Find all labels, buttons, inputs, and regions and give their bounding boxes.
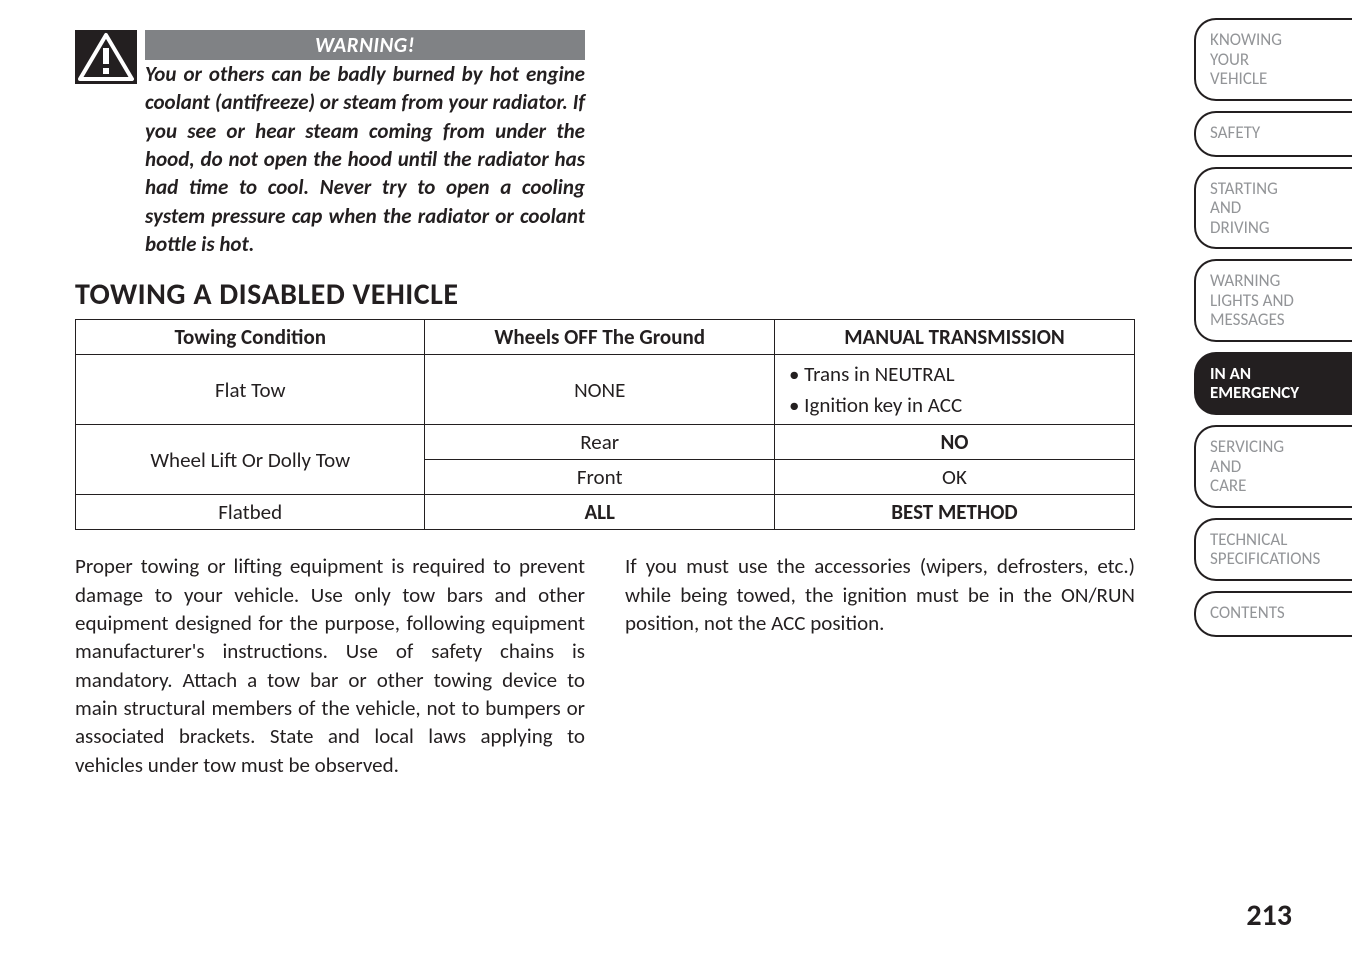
table-row-flat-tow: Flat Tow NONE • Trans in NEUTRAL • Ignit…: [76, 355, 1135, 425]
cell-dolly-front-trans: OK: [774, 460, 1134, 495]
table-col-wheels: Wheels OFF The Ground: [425, 320, 774, 355]
nav-tab-technical-specs[interactable]: TECHNICAL SPECIFICATIONS: [1194, 518, 1352, 581]
warning-callout: WARNING! You or others can be badly burn…: [75, 30, 585, 258]
cell-flat-tow-wheels: NONE: [425, 355, 774, 425]
cell-flat-tow-trans: • Trans in NEUTRAL • Ignition key in ACC: [774, 355, 1134, 425]
nav-tab-warning-lights[interactable]: WARNING LIGHTS AND MESSAGES: [1194, 259, 1352, 342]
nav-tab-contents[interactable]: CONTENTS: [1194, 591, 1352, 637]
body-right-paragraph: If you must use the accessories (wipers,…: [625, 552, 1135, 779]
warning-title: WARNING!: [145, 30, 585, 60]
cell-dolly-rear-trans: NO: [774, 425, 1134, 460]
side-nav: KNOWING YOUR VEHICLE SAFETY STARTING AND…: [1194, 18, 1352, 637]
section-heading: TOWING A DISABLED VEHICLE: [75, 276, 1135, 313]
table-col-transmission: MANUAL TRANSMISSION: [774, 320, 1134, 355]
nav-tab-servicing-care[interactable]: SERVICING AND CARE: [1194, 425, 1352, 508]
cell-flatbed-label: Flatbed: [76, 495, 425, 530]
cell-dolly-rear-wheels: Rear: [425, 425, 774, 460]
table-header-row: Towing Condition Wheels OFF The Ground M…: [76, 320, 1135, 355]
nav-tab-emergency[interactable]: IN AN EMERGENCY: [1194, 352, 1352, 415]
table-row-flatbed: Flatbed ALL BEST METHOD: [76, 495, 1135, 530]
nav-tab-safety[interactable]: SAFETY: [1194, 111, 1352, 157]
body-text-columns: Proper towing or lifting equipment is re…: [75, 552, 1135, 779]
cell-flatbed-trans: BEST METHOD: [774, 495, 1134, 530]
cell-dolly-label: Wheel Lift Or Dolly Tow: [76, 425, 425, 495]
warning-triangle-icon: [75, 30, 137, 84]
page-number: 213: [1246, 897, 1292, 934]
bullet-ignition-acc: • Ignition key in ACC: [789, 390, 1120, 420]
cell-flatbed-wheels: ALL: [425, 495, 774, 530]
cell-dolly-front-wheels: Front: [425, 460, 774, 495]
body-left-paragraph: Proper towing or lifting equipment is re…: [75, 552, 585, 779]
table-row-dolly-rear: Wheel Lift Or Dolly Tow Rear NO: [76, 425, 1135, 460]
cell-flat-tow-label: Flat Tow: [76, 355, 425, 425]
table-col-condition: Towing Condition: [76, 320, 425, 355]
nav-tab-knowing-vehicle[interactable]: KNOWING YOUR VEHICLE: [1194, 18, 1352, 101]
warning-body-text: You or others can be badly burned by hot…: [145, 60, 585, 258]
bullet-trans-neutral: • Trans in NEUTRAL: [789, 359, 1120, 389]
towing-table: Towing Condition Wheels OFF The Ground M…: [75, 319, 1135, 530]
nav-tab-starting-driving[interactable]: STARTING AND DRIVING: [1194, 167, 1352, 250]
